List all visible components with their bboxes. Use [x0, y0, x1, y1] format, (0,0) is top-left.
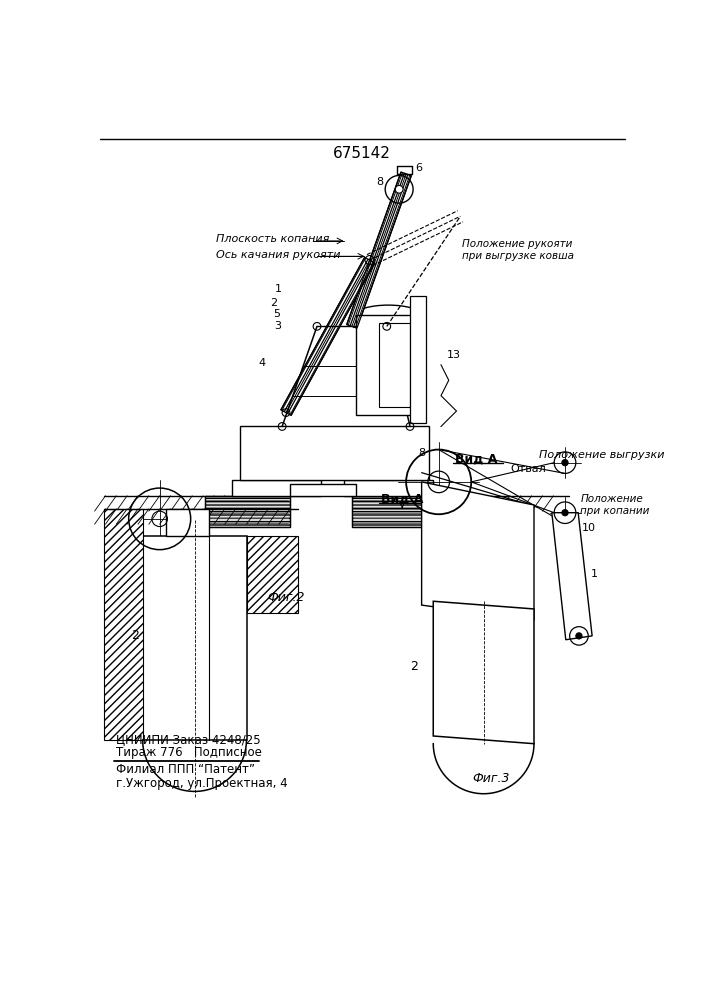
- Polygon shape: [410, 296, 426, 423]
- Polygon shape: [346, 172, 411, 328]
- Polygon shape: [356, 315, 421, 415]
- Text: Вид А: Вид А: [455, 452, 497, 465]
- Polygon shape: [240, 426, 429, 480]
- Polygon shape: [344, 480, 433, 496]
- Text: 2: 2: [271, 298, 278, 308]
- Polygon shape: [421, 482, 534, 620]
- Text: 8: 8: [376, 177, 383, 187]
- Text: 3: 3: [274, 321, 281, 331]
- Text: 8: 8: [419, 448, 426, 458]
- Text: ЦНИИПИ Заказ 4248/25: ЦНИИПИ Заказ 4248/25: [115, 733, 260, 746]
- Text: 1: 1: [590, 569, 597, 579]
- Polygon shape: [379, 323, 410, 407]
- Text: Положение выгрузки: Положение выгрузки: [539, 450, 665, 460]
- Text: 675142: 675142: [333, 146, 391, 161]
- Circle shape: [575, 633, 582, 639]
- Text: Положение
при копании: Положение при копании: [580, 494, 650, 516]
- Text: г.Ужгород, ул.Проектная, 4: г.Ужгород, ул.Проектная, 4: [115, 777, 287, 790]
- Polygon shape: [552, 513, 592, 640]
- Text: 1: 1: [274, 284, 281, 294]
- Polygon shape: [143, 536, 247, 740]
- Polygon shape: [290, 484, 356, 496]
- Text: Плоскость копания: Плоскость копания: [216, 234, 329, 244]
- Circle shape: [562, 460, 568, 466]
- Text: Вид А: Вид А: [381, 492, 423, 505]
- Polygon shape: [281, 257, 375, 415]
- Circle shape: [395, 185, 403, 193]
- Text: 10: 10: [582, 523, 596, 533]
- Text: Положение рукояти
при выгрузке ковша: Положение рукояти при выгрузке ковша: [462, 239, 574, 261]
- Circle shape: [562, 510, 568, 516]
- Text: Филиал ППП “Патент”: Филиал ППП “Патент”: [115, 763, 255, 776]
- Polygon shape: [204, 496, 290, 527]
- Text: 2: 2: [131, 629, 139, 642]
- Polygon shape: [104, 509, 143, 740]
- Polygon shape: [232, 480, 321, 496]
- Text: Тираж 776   Подписное: Тираж 776 Подписное: [115, 746, 262, 759]
- Text: 6: 6: [416, 163, 422, 173]
- Text: 2: 2: [410, 660, 418, 673]
- Text: Отвал: Отвал: [510, 464, 547, 474]
- Polygon shape: [433, 601, 534, 744]
- Polygon shape: [247, 536, 298, 613]
- Text: Фиг.2: Фиг.2: [267, 591, 305, 604]
- Polygon shape: [352, 496, 460, 527]
- Polygon shape: [166, 509, 209, 536]
- Text: 4: 4: [259, 358, 266, 368]
- Text: Фиг.3: Фиг.3: [472, 772, 510, 785]
- Text: 5: 5: [273, 309, 280, 319]
- Text: 13: 13: [448, 350, 461, 360]
- Text: Ось качания рукояти: Ось качания рукояти: [216, 250, 341, 260]
